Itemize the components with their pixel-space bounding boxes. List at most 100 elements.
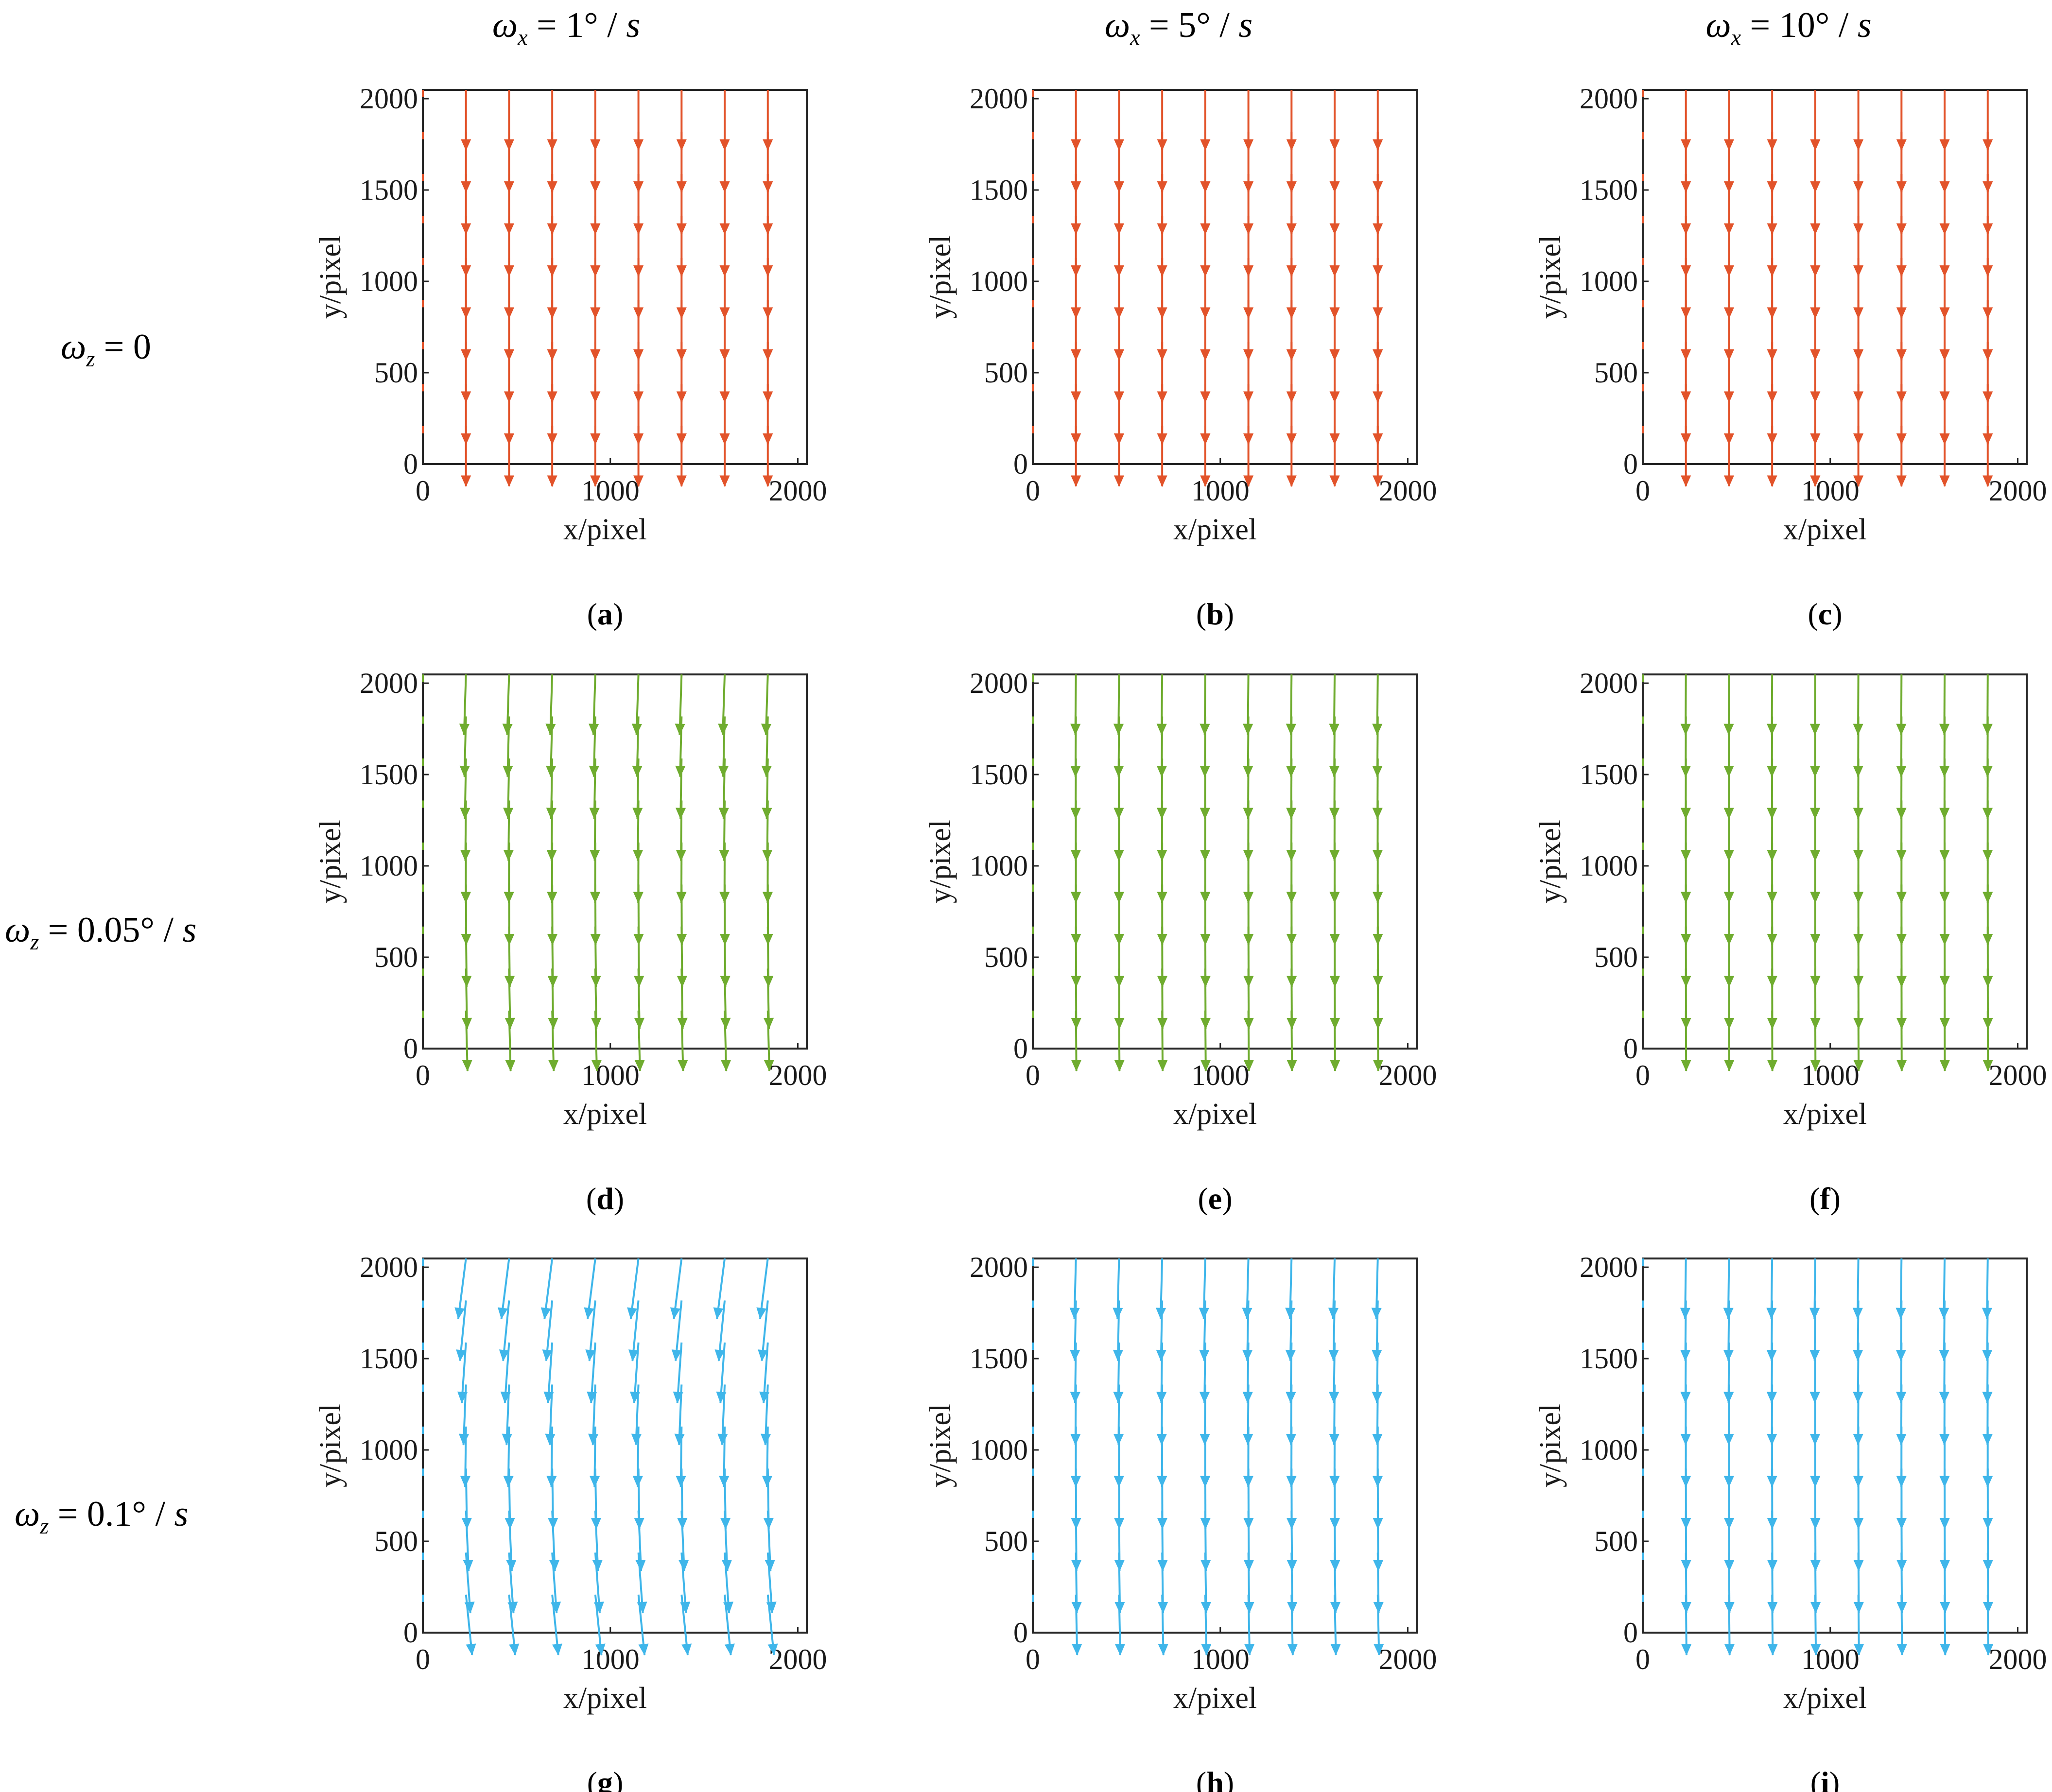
quiver-arrow — [505, 1010, 516, 1072]
x-tick-label: 1000 — [581, 475, 640, 507]
quiver-arrow — [719, 426, 730, 487]
x-tick-label: 0 — [1026, 1643, 1040, 1675]
arrow-field — [422, 1258, 778, 1656]
y-tick-label: 1500 — [1580, 1343, 1638, 1375]
quiver-arrow — [1982, 426, 1993, 487]
y-tick-label: 1000 — [360, 1434, 418, 1466]
axes-frame — [422, 1258, 808, 1634]
y-tick-label: 2000 — [970, 83, 1028, 115]
quiver-arrow — [1681, 1010, 1691, 1072]
y-tick-label: 1500 — [1580, 174, 1638, 206]
quiver-arrow — [1896, 1594, 1907, 1656]
quiver-arrow — [459, 674, 470, 736]
panel-h: 0 1000 2000 0 500 1000 1500 2000 x/pixel y/pixel (… — [924, 1251, 1437, 1792]
axes-frame — [1032, 1258, 1418, 1634]
quiver-arrow — [1373, 1010, 1384, 1072]
y-tick-label: 1500 — [970, 758, 1028, 791]
y-tick-label: 500 — [984, 941, 1028, 973]
quiver-arrow — [1810, 1594, 1821, 1656]
x-axis-label: x/pixel — [1783, 513, 1867, 546]
quiver-arrow — [1373, 426, 1383, 487]
quiver-arrow — [1940, 1594, 1950, 1656]
x-tick-label: 0 — [1026, 1059, 1040, 1091]
quiver-arrow — [504, 426, 515, 487]
quiver-arrow — [671, 1300, 683, 1361]
y-tick-label: 500 — [374, 1525, 418, 1557]
quiver-arrow — [761, 674, 772, 736]
y-axis-label: y/pixel — [314, 1404, 347, 1487]
quiver-arrow — [1767, 426, 1777, 487]
row-header-2: ωz = 0.05° / s — [5, 910, 196, 954]
quiver-arrow — [1939, 1010, 1950, 1072]
y-axis-label: y/pixel — [1534, 1404, 1567, 1487]
quiver-arrow — [713, 1258, 726, 1320]
panel-label: (d) — [586, 1181, 624, 1216]
quiver-arrow — [1810, 1010, 1821, 1072]
axes-frame — [422, 89, 808, 465]
quiver-arrow — [540, 1258, 554, 1320]
quiver-arrow — [547, 426, 557, 487]
quiver-panels: 0 1000 2000 0 500 1000 1500 2000 x/pixel y/pixel (… — [314, 83, 2047, 1792]
quiver-arrow — [1853, 426, 1864, 487]
quiver-arrow — [758, 1300, 769, 1361]
x-tick-label: 2000 — [1378, 475, 1437, 507]
x-tick-label: 1000 — [1191, 1643, 1250, 1675]
quiver-arrow — [1114, 1010, 1125, 1072]
quiver-arrow — [1156, 1258, 1166, 1320]
quiver-arrow — [465, 1594, 476, 1656]
axes-frame — [1032, 89, 1418, 465]
panel-c: 0 1000 2000 0 500 1000 1500 2000 x/pixel y/pixel (… — [1534, 83, 2047, 631]
panel-label: (h) — [1196, 1765, 1234, 1792]
panel-label: (e) — [1198, 1181, 1232, 1216]
quiver-arrow — [1329, 426, 1340, 487]
quiver-arrow — [1724, 1010, 1735, 1072]
arrow-field — [1032, 1258, 1384, 1656]
y-tick-label: 1500 — [1580, 758, 1638, 791]
x-axis-label: x/pixel — [1173, 1098, 1257, 1131]
arrow-field — [1642, 674, 1993, 1072]
y-tick-label: 1000 — [970, 1434, 1028, 1466]
quiver-arrow — [631, 674, 642, 736]
arrow-field — [1642, 90, 1993, 487]
quiver-arrow — [499, 1300, 510, 1361]
quiver-arrow — [628, 1300, 640, 1361]
quiver-arrow — [670, 1258, 683, 1320]
arrow-field — [1032, 90, 1383, 487]
axes-frame — [1642, 89, 2028, 465]
quiver-arrow — [721, 1010, 731, 1072]
y-tick-label: 1500 — [360, 1343, 418, 1375]
x-tick-label: 0 — [416, 475, 430, 507]
x-axis-label: x/pixel — [1783, 1098, 1867, 1131]
quiver-arrow — [585, 1300, 596, 1361]
quiver-arrow — [1939, 426, 1950, 487]
column-header-1: ωx = 1° / s — [492, 5, 640, 50]
quiver-arrow — [756, 1258, 769, 1320]
column-headers: ωx = 1° / s ωx = 5° / s ωx = 10° / s — [492, 5, 1872, 50]
y-tick-label: 0 — [1013, 448, 1028, 480]
panel-d: 0 1000 2000 0 500 1000 1500 2000 x/pixel y/pixel (… — [314, 667, 827, 1216]
x-tick-label: 0 — [1635, 475, 1650, 507]
x-tick-label: 0 — [1635, 1059, 1650, 1091]
y-tick-label: 2000 — [1580, 667, 1638, 699]
row-headers: ωz = 0 ωz = 0.05° / s ωz = 0.1° / s — [5, 327, 196, 1538]
quiver-arrow — [1371, 1258, 1382, 1320]
quiver-arrow — [1723, 426, 1735, 487]
quiver-arrow — [724, 1594, 735, 1656]
x-axis-label: x/pixel — [1783, 1682, 1867, 1715]
x-tick-label: 2000 — [1378, 1059, 1437, 1091]
y-tick-label: 2000 — [970, 667, 1028, 699]
quiver-arrow — [594, 1594, 606, 1656]
quiver-arrow — [632, 716, 643, 777]
quiver-arrow — [1069, 1258, 1080, 1320]
arrow-field — [422, 90, 773, 487]
quiver-arrow — [676, 426, 687, 487]
y-tick-label: 2000 — [1580, 1251, 1638, 1283]
axes-frame — [422, 673, 808, 1050]
x-tick-label: 0 — [416, 1059, 430, 1091]
axes-frame — [1642, 1258, 2028, 1634]
quiver-arrow — [680, 1594, 692, 1656]
y-axis-label: y/pixel — [924, 1404, 957, 1487]
quiver-arrow — [1071, 426, 1081, 487]
quiver-arrow — [551, 1594, 562, 1656]
x-axis-label: x/pixel — [563, 1098, 647, 1131]
